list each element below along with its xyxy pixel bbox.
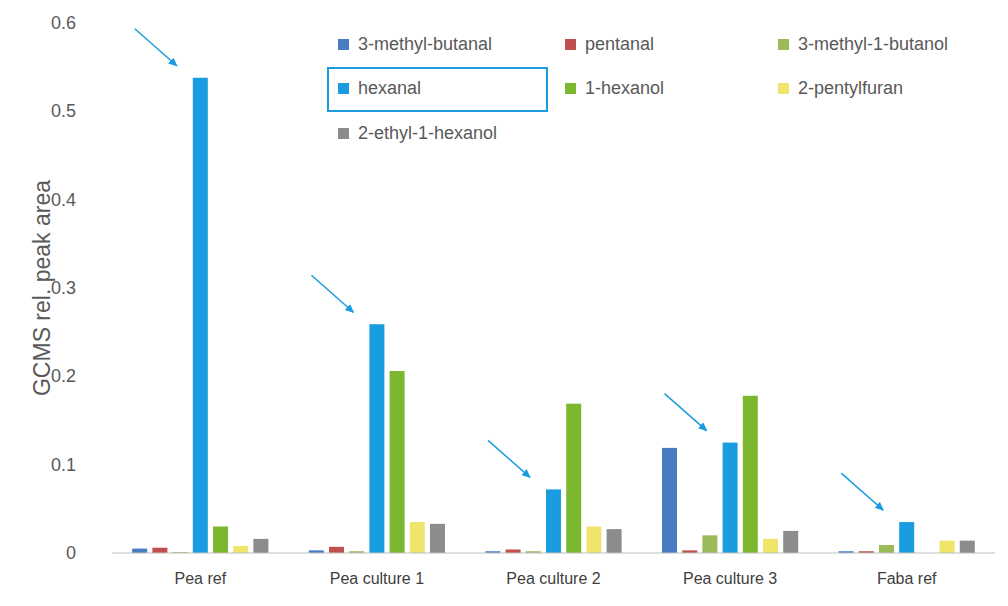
x-tick-label: Pea culture 2 [506, 570, 600, 587]
x-tick-label: Pea culture 3 [683, 570, 777, 587]
bar [213, 527, 228, 554]
chart: 00.10.20.30.40.50.6GCMS rel. peak areaPe… [0, 0, 1008, 606]
bars [132, 78, 975, 553]
annotation-arrow [488, 440, 530, 477]
legend-swatch [778, 83, 789, 94]
bar [253, 539, 268, 553]
legend-highlight-box [328, 68, 547, 111]
bar [132, 549, 147, 553]
x-axis-line [112, 553, 995, 554]
legend-label: 2-pentylfuran [798, 78, 903, 98]
annotation-arrow [311, 275, 353, 312]
annotation-arrow [841, 473, 883, 510]
annotation-arrow [135, 29, 177, 66]
bar [702, 535, 717, 553]
legend-swatch [565, 83, 576, 94]
legend-swatch [338, 128, 349, 139]
bar [940, 541, 955, 553]
legend-label: 2-ethyl-1-hexanol [358, 123, 497, 143]
bar [783, 531, 798, 553]
legend-swatch [565, 39, 576, 50]
bar [193, 78, 208, 553]
bar [506, 549, 521, 553]
bar [233, 546, 248, 553]
bar [329, 547, 344, 553]
legend-label: 1-hexanol [585, 78, 664, 98]
bar [566, 404, 581, 553]
legend-swatch [338, 39, 349, 50]
annotation-arrow [665, 394, 707, 431]
y-axis-label: GCMS rel. peak area [29, 180, 55, 396]
bar [152, 548, 167, 553]
bar [879, 545, 894, 553]
y-tick-label: 0.6 [51, 13, 76, 33]
bar [662, 448, 677, 553]
bar [586, 527, 601, 554]
bar [546, 489, 561, 553]
legend-swatch [338, 83, 349, 94]
x-tick-label: Pea ref [175, 570, 227, 587]
legend-swatch [778, 39, 789, 50]
bar [763, 539, 778, 553]
x-tick-label: Pea culture 1 [330, 570, 424, 587]
legend-label: hexanal [358, 78, 421, 98]
bar [390, 371, 405, 553]
bar [607, 529, 622, 553]
y-tick-label: 0.5 [51, 101, 76, 121]
legend-label: 3-methyl-1-butanol [798, 34, 948, 54]
bar [369, 324, 384, 553]
bar [430, 524, 445, 553]
x-tick-label: Faba ref [877, 570, 937, 587]
legend-label: 3-methyl-butanal [358, 34, 492, 54]
bar [899, 522, 914, 553]
legend-label: pentanal [585, 34, 654, 54]
legend: 3-methyl-butanal pentanal 3-methyl-1-butan… [328, 34, 948, 143]
bar [410, 522, 425, 553]
bar [723, 443, 738, 553]
y-tick-label: 0.1 [51, 455, 76, 475]
bar [960, 541, 975, 553]
y-tick-label: 0 [66, 543, 76, 563]
bar [743, 396, 758, 553]
